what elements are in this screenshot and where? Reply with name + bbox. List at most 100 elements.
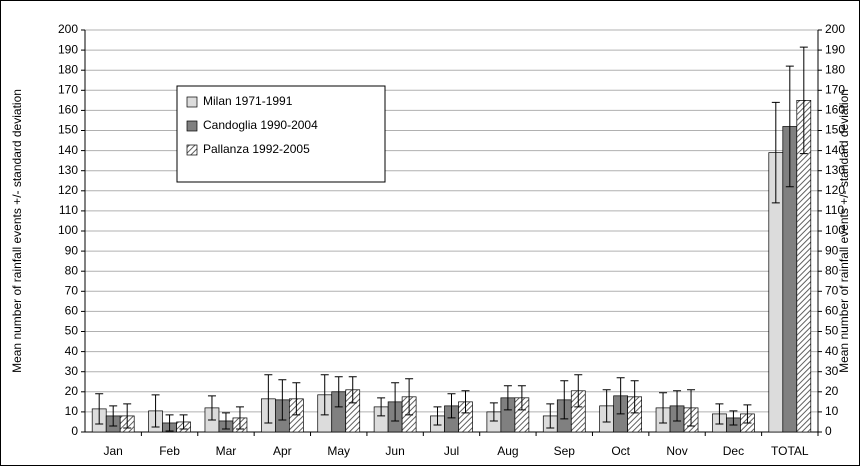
- y2-tick-label: 150: [825, 123, 845, 137]
- x-tick-label: Aug: [497, 444, 518, 458]
- y-tick-label: 100: [58, 223, 78, 237]
- error-bar: [264, 374, 273, 424]
- y-tick-label: 120: [58, 183, 78, 197]
- y-tick-label: 90: [65, 243, 79, 257]
- y2-tick-label: 60: [825, 304, 839, 318]
- error-bar: [235, 406, 244, 430]
- x-tick-label: Jul: [444, 444, 459, 458]
- legend-label: Candoglia 1990-2004: [203, 118, 318, 132]
- y2-tick-label: 70: [825, 283, 839, 297]
- error-bar: [771, 101, 780, 204]
- x-tick-label: Nov: [666, 444, 687, 458]
- y2-tick-label: 110: [825, 203, 844, 217]
- x-tick-label: Jan: [104, 444, 123, 458]
- y2-tick-label: 180: [825, 62, 845, 76]
- y-tick-label: 50: [65, 324, 79, 338]
- error-bar: [546, 403, 555, 429]
- y-tick-label: 200: [58, 22, 78, 36]
- error-bar: [616, 377, 625, 415]
- x-tick-label: Sep: [554, 444, 576, 458]
- error-bar: [391, 382, 400, 422]
- y2-tick-label: 90: [825, 243, 839, 257]
- error-bar: [517, 385, 526, 411]
- error-bar: [165, 414, 174, 432]
- error-bar: [503, 385, 512, 411]
- y-tick-label: 170: [58, 82, 78, 96]
- x-tick-label: Mar: [216, 444, 237, 458]
- y2-tick-label: 20: [825, 384, 839, 398]
- error-bar: [95, 393, 104, 425]
- y2-tick-label: 0: [825, 424, 832, 438]
- error-bar: [729, 410, 738, 426]
- error-bar: [673, 390, 682, 422]
- y2-tick-label: 170: [825, 82, 845, 96]
- error-bar: [433, 406, 442, 426]
- error-bar: [574, 374, 583, 408]
- y-tick-label: 180: [58, 62, 78, 76]
- x-tick-label: Apr: [273, 444, 292, 458]
- error-bar: [602, 389, 611, 423]
- y2-tick-label: 160: [825, 103, 845, 117]
- error-bar: [447, 393, 456, 419]
- y2-tick-label: 130: [825, 163, 845, 177]
- y-tick-label: 130: [58, 163, 78, 177]
- y2-tick-label: 30: [825, 364, 839, 378]
- y-tick-label: 60: [65, 304, 79, 318]
- error-bar: [221, 412, 230, 430]
- legend-swatch: [186, 96, 198, 108]
- error-bar: [179, 414, 188, 430]
- x-tick-label: Oct: [611, 444, 630, 458]
- y2-tick-label: 50: [825, 324, 839, 338]
- y-tick-label: 80: [65, 263, 79, 277]
- error-bar: [630, 380, 639, 414]
- error-bar: [320, 374, 329, 416]
- error-bar: [334, 376, 343, 408]
- y2-tick-label: 140: [825, 143, 845, 157]
- y2-tick-label: 40: [825, 344, 839, 358]
- y-tick-label: 30: [65, 364, 79, 378]
- error-bar: [560, 380, 569, 420]
- legend-swatch: [186, 120, 198, 132]
- error-bar: [292, 382, 301, 416]
- y-tick-label: 150: [58, 123, 78, 137]
- error-bar: [348, 376, 357, 404]
- x-tick-label: May: [327, 444, 350, 458]
- y-axis-title: Mean number of rainfall events +/- stand…: [10, 89, 24, 373]
- y-tick-label: 70: [65, 283, 79, 297]
- y-tick-label: 0: [71, 424, 78, 438]
- y-tick-label: 110: [59, 203, 78, 217]
- y2-tick-label: 120: [825, 183, 845, 197]
- legend-swatch: [186, 144, 198, 156]
- error-bar: [405, 378, 414, 416]
- x-tick-label: Dec: [723, 444, 744, 458]
- y2-tick-label: 200: [825, 22, 845, 36]
- y2-axis-title: Mean number of rainfall events +/- stand…: [837, 89, 851, 373]
- x-tick-label: TOTAL: [771, 444, 809, 458]
- y2-tick-label: 190: [825, 42, 845, 56]
- error-bar: [799, 46, 808, 155]
- legend-label: Milan 1971-1991: [203, 94, 293, 108]
- y-tick-label: 20: [65, 384, 79, 398]
- y-tick-label: 10: [65, 404, 79, 418]
- error-bar: [278, 379, 287, 421]
- error-bar: [461, 390, 470, 414]
- y2-tick-label: 80: [825, 263, 839, 277]
- error-bar: [377, 397, 386, 417]
- error-bar: [109, 405, 118, 427]
- error-bar: [743, 404, 752, 424]
- error-bar: [715, 403, 724, 425]
- error-bar: [489, 402, 498, 422]
- legend-box: [176, 85, 386, 183]
- error-bar: [151, 394, 160, 428]
- y2-tick-label: 100: [825, 223, 845, 237]
- error-bar: [785, 65, 794, 188]
- y-tick-label: 160: [58, 103, 78, 117]
- y2-tick-label: 10: [825, 404, 839, 418]
- y-tick-label: 190: [58, 42, 78, 56]
- error-bar: [659, 392, 668, 424]
- x-tick-label: Jun: [385, 444, 404, 458]
- error-bar: [687, 389, 696, 427]
- y-tick-label: 140: [58, 143, 78, 157]
- legend-label: Pallanza 1992-2005: [203, 142, 310, 156]
